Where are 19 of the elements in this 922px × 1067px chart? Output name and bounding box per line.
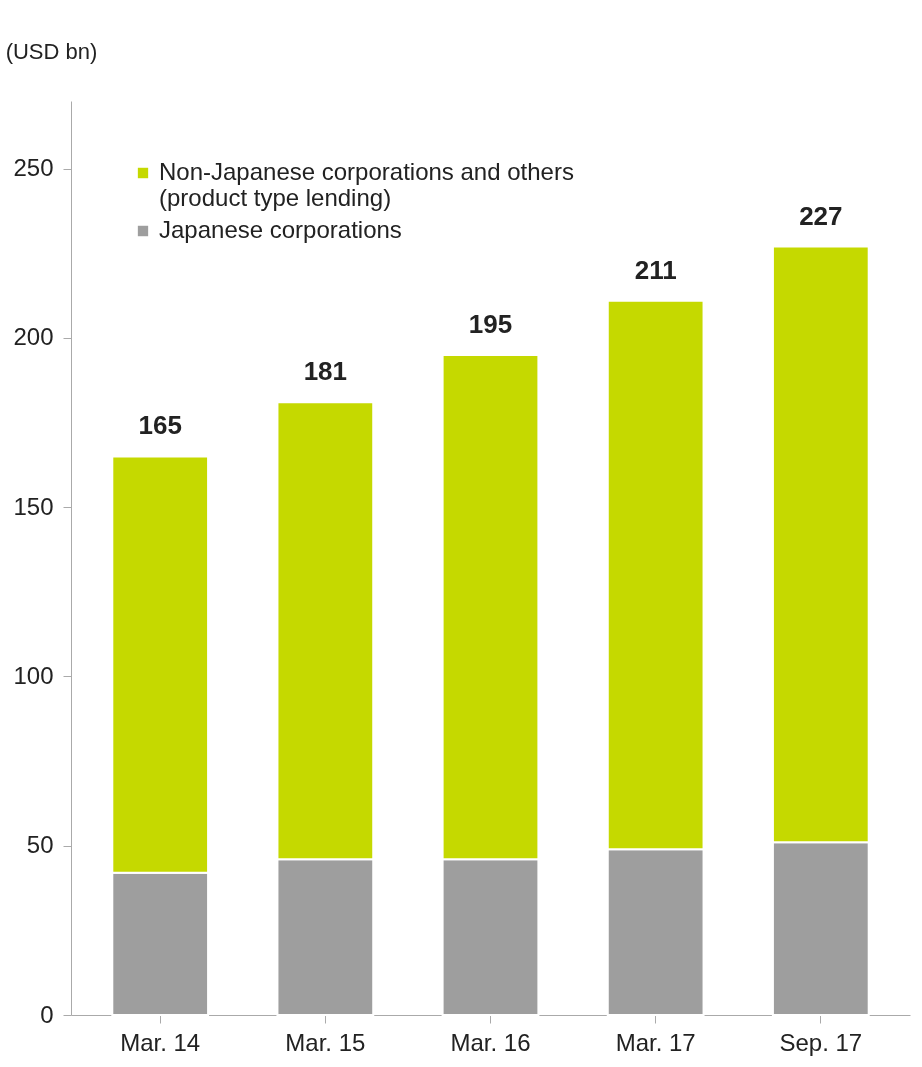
y-tick-label: 50: [26, 831, 54, 859]
y-tick-label: 250: [13, 154, 54, 182]
y-tick-label: 200: [13, 323, 54, 351]
x-tick-label: Sep. 17: [779, 1028, 863, 1056]
total-label: 195: [468, 308, 513, 339]
total-label: 181: [303, 356, 348, 387]
y-tick-label: 100: [13, 661, 54, 689]
total-label: 227: [799, 200, 843, 231]
x-tick-label: Mar. 14: [120, 1028, 201, 1056]
y-tick-label: 150: [13, 492, 54, 520]
total-label: 211: [634, 254, 677, 285]
y-axis-title: (USD bn): [5, 38, 98, 64]
legend-label: Non-Japanese corporations and others (product type lending): [159, 158, 574, 211]
x-tick-label: Mar. 16: [450, 1028, 531, 1056]
y-tick-label: 0: [40, 1000, 54, 1028]
x-tick-label: Mar. 17: [615, 1028, 696, 1056]
x-tick-label: Mar. 15: [285, 1028, 366, 1056]
total-label: 165: [138, 410, 182, 441]
legend-label: Japanese corporations: [159, 216, 402, 243]
